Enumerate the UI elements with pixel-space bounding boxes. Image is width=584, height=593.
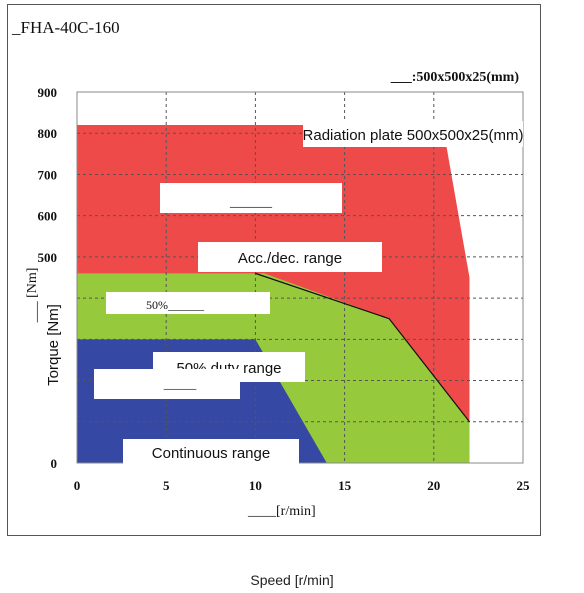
- duty-outline: [255, 272, 470, 423]
- duty-boundary-line: [255, 272, 470, 423]
- y-tick-label-900: 900: [38, 85, 58, 100]
- red-blank-box: [160, 183, 342, 213]
- tick-labels: 0 500 600 700 800 900 0 5 10 15 20 25: [38, 85, 531, 493]
- y-tick-label-800: 800: [38, 126, 58, 141]
- chart-frame: _FHA-40C-160 ___:500x500x25(mm) 0 500 600 7…: [7, 4, 541, 536]
- y-tick-label-500: 500: [38, 250, 58, 265]
- x-tick-label-20: 20: [427, 478, 440, 493]
- x-tick-label-15: 15: [338, 478, 352, 493]
- x-tick-label-5: 5: [163, 478, 170, 493]
- radiation-plate-box: [303, 121, 523, 147]
- plate-note: ___:500x500x25(mm): [390, 70, 520, 85]
- x-tick-label-25: 25: [517, 478, 531, 493]
- green-blank-box: [106, 292, 270, 314]
- plot-border: [76, 91, 524, 464]
- annotations: Radiation plate 500x500x25(mm) ______ Ac…: [94, 121, 523, 465]
- torque-speed-chart: _FHA-40C-160 ___:500x500x25(mm) 0 500 600 7…: [11, 18, 531, 519]
- red-box-text: ______: [229, 195, 273, 210]
- continuous-box: [123, 439, 299, 465]
- blue-blank-box: [94, 369, 240, 399]
- x-axis-title: ____[r/min]: [247, 504, 316, 519]
- blue-box-text: _____: [163, 376, 197, 391]
- speed-label: Speed [r/min]: [250, 572, 334, 588]
- y-tick-label-600: 600: [38, 209, 58, 224]
- y-tick-label-0: 0: [51, 456, 58, 471]
- green-box-text: 50%______: [146, 298, 205, 312]
- radiation-plate-label: Radiation plate 500x500x25(mm): [303, 127, 524, 144]
- y-axis-title: Torque [Nm]: [45, 304, 62, 386]
- y-tick-label-700: 700: [38, 167, 58, 182]
- acc-dec-label: Acc./dec. range: [238, 250, 342, 267]
- continuous-label: Continuous range: [152, 445, 270, 462]
- x-tick-label-0: 0: [74, 478, 81, 493]
- model-title: _FHA-40C-160: [11, 18, 120, 37]
- acc-dec-box: [198, 242, 382, 272]
- y-axis-title-serif: ___ [Nm]: [25, 268, 40, 324]
- x-tick-label-10: 10: [249, 478, 262, 493]
